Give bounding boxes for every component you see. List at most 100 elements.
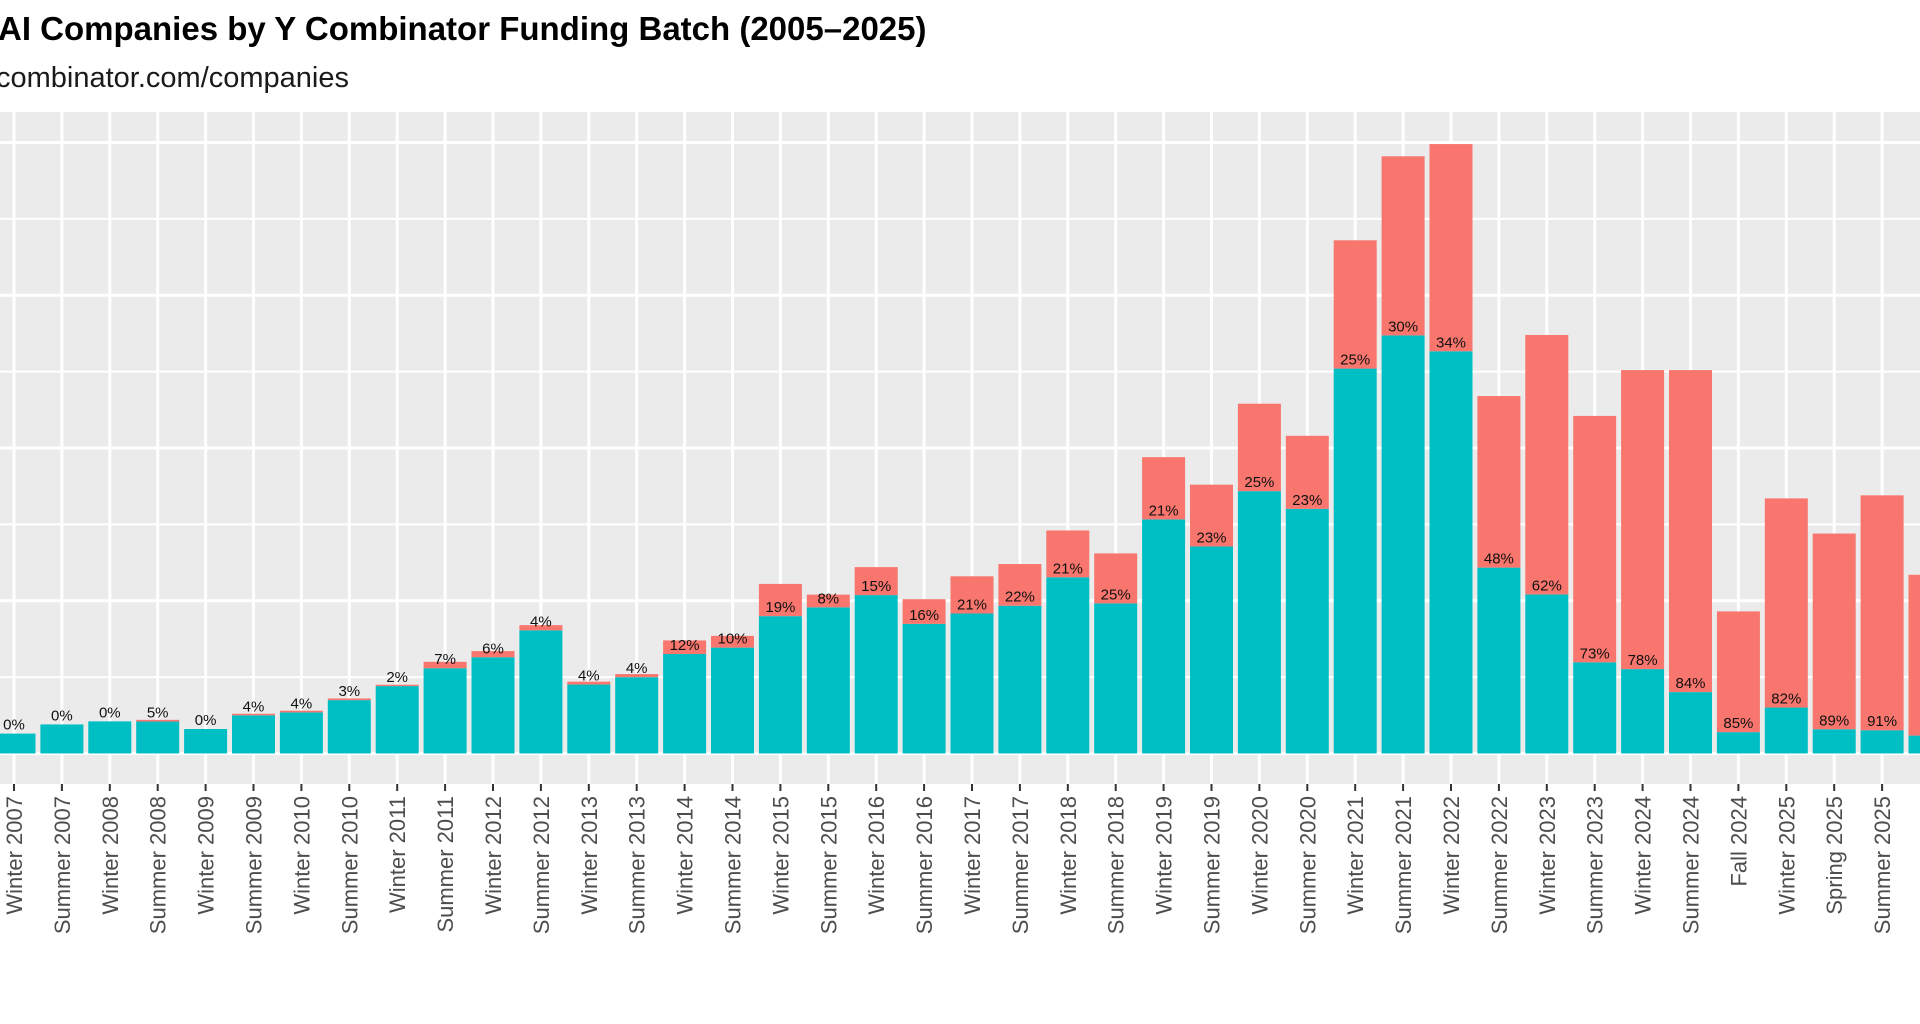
bar-ai (615, 674, 659, 678)
bar-ai (902, 599, 946, 624)
x-tick-label: Winter 2010 (289, 796, 314, 915)
bar-non-ai (232, 715, 275, 754)
bar-non-ai (375, 686, 419, 754)
x-tick-label: Summer 2025 (1870, 796, 1895, 934)
x-tick-label: Winter 2009 (194, 796, 219, 915)
bar-ai (806, 594, 850, 608)
pct-label: 3% (338, 683, 360, 700)
x-tick-label: Winter 2022 (1439, 796, 1464, 915)
bar-non-ai (1237, 491, 1281, 754)
pct-label: 0% (195, 712, 217, 729)
x-tick-label: Winter 2012 (481, 796, 506, 915)
bar-ai (327, 698, 371, 701)
bar-non-ai (1716, 732, 1760, 754)
x-tick-label: Winter 2013 (577, 796, 602, 915)
bar-non-ai (854, 595, 898, 754)
chart-title: AI Companies by Y Combinator Funding Bat… (0, 10, 927, 47)
bar-ai (232, 713, 275, 716)
pct-label: 25% (1340, 352, 1370, 369)
bar-non-ai (1908, 735, 1920, 754)
pct-label: 62% (1532, 577, 1562, 594)
bar-non-ai (1860, 730, 1904, 754)
pct-label: 82% (1771, 691, 1801, 708)
x-tick-label: Winter 2019 (1152, 796, 1177, 915)
bar-non-ai (1142, 519, 1186, 754)
x-tick-label: Winter 2018 (1056, 796, 1081, 915)
bar-non-ai (1094, 603, 1138, 754)
bar-non-ai (1046, 577, 1090, 754)
pct-label: 84% (1675, 675, 1705, 692)
bar-ai (1621, 370, 1665, 670)
bar-non-ai (1381, 335, 1425, 754)
bar-non-ai (1525, 594, 1569, 754)
pct-label: 23% (1292, 492, 1322, 509)
bar-ai (1429, 144, 1473, 352)
bar-non-ai (615, 677, 659, 754)
pct-label: 10% (717, 631, 747, 648)
bar-ai (1094, 553, 1138, 604)
bar-non-ai (1190, 546, 1233, 754)
x-tick-label: Winter 2015 (768, 796, 793, 915)
pct-label: 23% (1196, 529, 1226, 546)
x-tick-label: Summer 2020 (1295, 796, 1320, 934)
x-tick-label: Fall 2024 (1726, 796, 1751, 887)
x-tick-label: Winter 2023 (1535, 796, 1560, 915)
x-tick-label: Summer 2014 (721, 796, 746, 934)
bar-non-ai (1285, 508, 1329, 754)
bar-non-ai (806, 607, 850, 754)
x-tick-label: Summer 2016 (912, 796, 937, 934)
x-tick-label: Winter 2014 (673, 796, 698, 915)
bar-ai (711, 635, 754, 648)
bar-ai (1333, 240, 1377, 369)
bar-non-ai (279, 712, 323, 754)
pct-label: 8% (817, 590, 839, 607)
x-tick-label: Summer 2022 (1487, 796, 1512, 934)
bar-non-ai (1333, 368, 1377, 754)
bar-non-ai (40, 724, 84, 754)
bar-ai (1716, 611, 1760, 733)
bar-ai (1908, 574, 1920, 736)
x-tick-label: Summer 2007 (50, 796, 75, 934)
x-tick-label: Spring 2025 (1822, 796, 1847, 915)
pct-label: 48% (1484, 551, 1514, 568)
pct-label: 89% (1819, 712, 1849, 729)
pct-label: 4% (626, 660, 648, 677)
x-tick-label: Summer 2023 (1583, 796, 1608, 934)
bar-ai (950, 576, 994, 614)
bar-ai (423, 661, 467, 669)
bar-non-ai (88, 721, 132, 754)
x-tick-label: Summer 2010 (337, 796, 362, 934)
bar-ai (854, 567, 898, 596)
x-tick-label: Summer 2008 (146, 796, 171, 934)
pct-label: 21% (957, 596, 987, 613)
x-tick-label: Summer 2021 (1391, 796, 1416, 934)
pct-label: 21% (1053, 560, 1083, 577)
bar-ai (1381, 156, 1425, 336)
bar-non-ai (184, 729, 228, 754)
bar-non-ai (1477, 567, 1521, 754)
pct-label: 6% (482, 640, 504, 657)
pct-label: 21% (1149, 502, 1179, 519)
bar-non-ai (1764, 707, 1808, 754)
x-tick-label: Summer 2017 (1008, 796, 1033, 934)
chart-subtitle: combinator.com/companies (0, 62, 349, 94)
pct-label: 16% (909, 607, 939, 624)
x-tick-label: Summer 2011 (433, 796, 458, 933)
x-tick-label: Winter 2020 (1247, 796, 1272, 915)
bar-ai (1525, 334, 1569, 595)
bar-non-ai (663, 653, 707, 754)
bar-ai (279, 710, 323, 713)
bar-ai (375, 684, 419, 687)
pct-label: 91% (1867, 713, 1897, 730)
pct-label: 4% (530, 613, 552, 630)
bar-non-ai (758, 616, 802, 754)
bar-ai (1812, 533, 1856, 730)
bar-ai (1860, 495, 1904, 731)
bar-ai (1477, 396, 1521, 568)
pct-label: 5% (147, 705, 169, 722)
bar-ai (1142, 457, 1186, 520)
pct-label: 15% (861, 578, 891, 595)
bar-non-ai (519, 630, 563, 754)
x-tick-label: Winter 2011 (385, 796, 410, 913)
bar-non-ai (471, 657, 515, 754)
